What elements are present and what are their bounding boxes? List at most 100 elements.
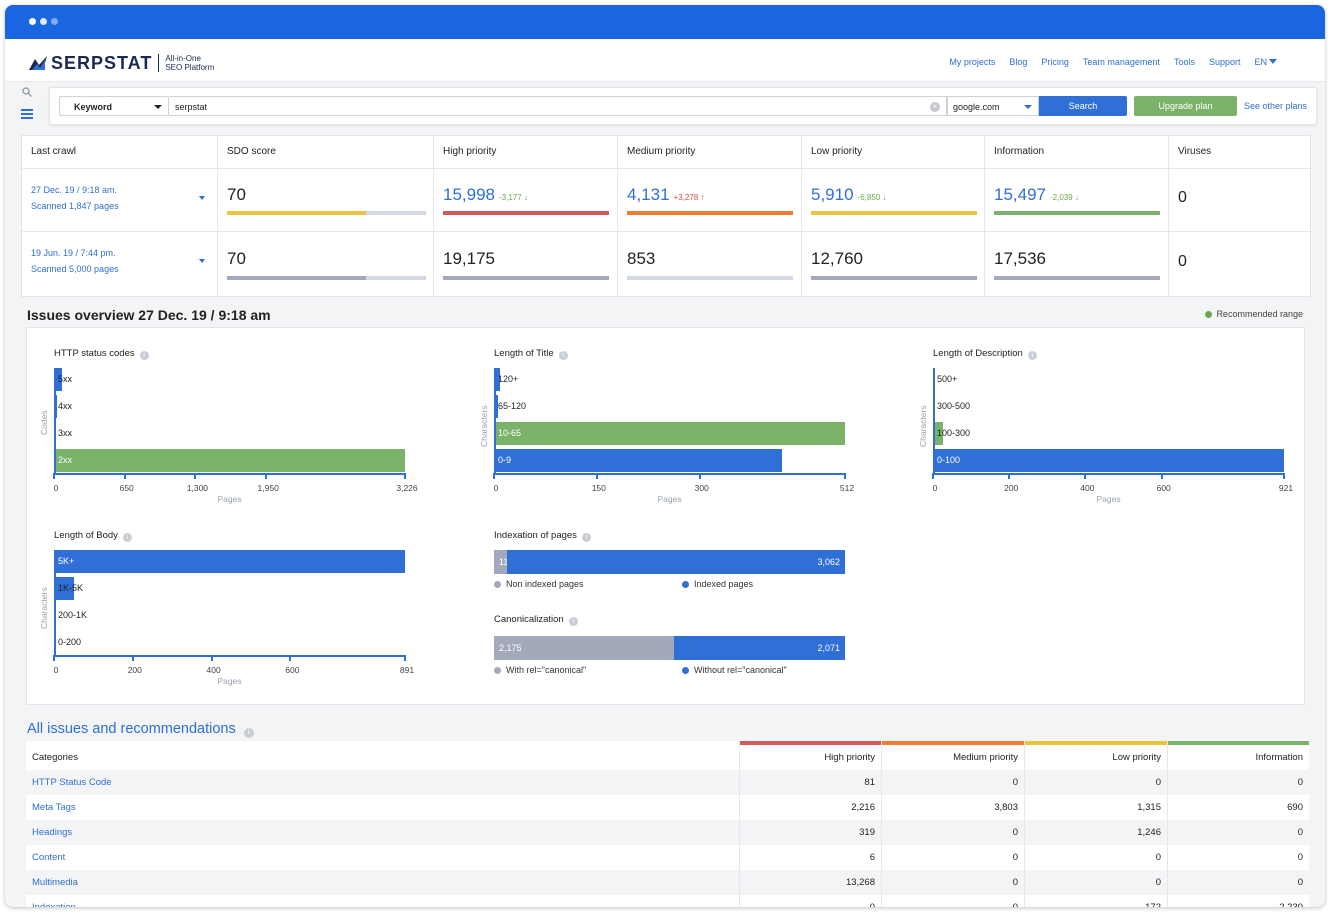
- sdo-cell: 70: [218, 168, 434, 231]
- crawl-scanned-text: Scanned 1,847 pages: [31, 201, 119, 211]
- non-indexed-bar[interactable]: 114: [494, 550, 513, 574]
- low-priority-count: 1,315: [1137, 802, 1161, 813]
- search-box: Keyword serpstat × google.com Search Upg…: [49, 87, 1317, 125]
- logo[interactable]: SERPSTAT All-in-One SEO Platform: [29, 53, 214, 73]
- chart-title-text: HTTP status codes: [54, 348, 135, 359]
- legend-label: Without rel="canonical": [694, 665, 787, 675]
- see-other-plans-link[interactable]: See other plans: [1244, 101, 1308, 111]
- medium-priority-count: 0: [1012, 877, 1018, 888]
- info-icon[interactable]: i: [139, 351, 149, 360]
- bar-65-120[interactable]: [494, 395, 499, 418]
- bar-0-9[interactable]: [494, 449, 782, 472]
- indexed-bar[interactable]: 3,062: [507, 550, 845, 574]
- bar-0-100[interactable]: [933, 449, 1284, 472]
- search-button[interactable]: Search: [1039, 96, 1127, 116]
- nav-blog[interactable]: Blog: [1009, 57, 1028, 67]
- chevron-down-icon[interactable]: [199, 259, 205, 263]
- category-link[interactable]: Headings: [32, 827, 73, 838]
- bar-5k-[interactable]: [54, 550, 405, 573]
- x-tick-label: 600: [1156, 483, 1171, 493]
- high-priority-number: 15,998: [443, 185, 495, 204]
- nav-team-management[interactable]: Team management: [1082, 57, 1160, 67]
- information-bar: [994, 276, 1160, 280]
- header-low-priority: Low priority: [802, 136, 985, 168]
- info-icon[interactable]: i: [122, 533, 132, 542]
- tagline-line: All-in-One: [165, 54, 201, 63]
- chevron-down-icon[interactable]: [199, 196, 205, 200]
- search-type-select[interactable]: Keyword: [59, 96, 169, 116]
- x-tick: [404, 655, 406, 661]
- crawl-date: 19 Jun. 19 / 7:44 pm. Scanned 5,000 pages: [22, 231, 217, 277]
- window-dot-icon[interactable]: [51, 18, 58, 25]
- bar-120-[interactable]: [494, 368, 500, 391]
- bar-100-300[interactable]: [933, 422, 943, 445]
- chart-title: HTTP status codes i: [54, 348, 149, 360]
- database-value: google.com: [953, 102, 1000, 112]
- header-high-priority: High priority: [434, 136, 618, 168]
- medium-priority-value[interactable]: 4,131 +3,278 ↑: [627, 185, 704, 205]
- x-tick: [1160, 473, 1163, 479]
- window-dot-icon[interactable]: [29, 18, 36, 25]
- crawl-date-cell[interactable]: 27 Dec. 19 / 9:18 am. Scanned 1,847 pages: [22, 168, 218, 231]
- database-select[interactable]: google.com: [947, 96, 1039, 116]
- info-icon[interactable]: i: [558, 351, 568, 360]
- low-priority-number: 5,910: [811, 185, 854, 204]
- low-priority-value[interactable]: 5,910 -6,850 ↓: [811, 185, 886, 205]
- category-link[interactable]: Multimedia: [32, 877, 78, 888]
- header-categories: Categories: [32, 752, 78, 763]
- high-priority-value[interactable]: 15,998 -3,177 ↓: [443, 185, 528, 205]
- bar-1k-5k[interactable]: [54, 577, 74, 600]
- x-tick: [131, 655, 134, 661]
- x-tick: [844, 473, 846, 479]
- nav-tools[interactable]: Tools: [1173, 57, 1195, 67]
- medium-priority-count: 0: [1012, 777, 1018, 788]
- information-value[interactable]: 15,497 -2,039 ↓: [994, 185, 1079, 205]
- category-link[interactable]: Meta Tags: [32, 802, 76, 813]
- info-icon[interactable]: i: [1027, 351, 1037, 360]
- sdo-cell: 70: [218, 231, 434, 296]
- bar-label: 1K-5K: [58, 583, 84, 593]
- chart-title: Length of Description i: [933, 348, 1037, 360]
- keyword-input[interactable]: serpstat ×: [169, 96, 947, 116]
- crawl-row: 27 Dec. 19 / 9:18 am. Scanned 1,847 pages…: [22, 168, 1310, 232]
- nav-support[interactable]: Support: [1208, 57, 1241, 67]
- x-axis: [494, 473, 845, 475]
- info-icon[interactable]: i: [568, 617, 578, 626]
- y-axis-title: Characters: [918, 405, 928, 447]
- indexation-chart: Indexation of pages i 114 3,062 Non index…: [494, 530, 854, 590]
- x-tick-label: 0: [493, 483, 499, 493]
- nav-pricing[interactable]: Pricing: [1041, 57, 1069, 67]
- medium-priority-accent: [882, 741, 1024, 745]
- without-canonical-bar[interactable]: 2,071: [673, 636, 845, 660]
- legend-dot-icon: [682, 581, 689, 588]
- window-dot-icon[interactable]: [40, 18, 47, 25]
- bar-10-65[interactable]: [494, 422, 845, 445]
- nav-my-projects[interactable]: My projects: [949, 57, 996, 67]
- clear-icon[interactable]: ×: [930, 102, 940, 112]
- medium-priority-bar: [627, 276, 793, 280]
- menu-icon[interactable]: [21, 109, 33, 119]
- category-link[interactable]: Content: [32, 852, 66, 863]
- canonicalization-chart: Canonicalization i 2,175 2,071 With rel="…: [494, 614, 854, 675]
- brand-name: SERPSTAT: [51, 52, 153, 73]
- crawl-date-cell[interactable]: 19 Jun. 19 / 7:44 pm. Scanned 5,000 pages: [22, 231, 218, 296]
- upgrade-plan-button[interactable]: Upgrade plan: [1134, 96, 1237, 116]
- crawl-row: 19 Jun. 19 / 7:44 pm. Scanned 5,000 pages…: [22, 231, 1310, 296]
- search-icon[interactable]: [22, 87, 32, 97]
- x-axis: [933, 473, 1284, 475]
- info-icon[interactable]: i: [243, 728, 254, 738]
- category-link[interactable]: Indexation: [32, 895, 76, 907]
- bar-2xx[interactable]: [54, 449, 405, 472]
- x-tick-label: 1,300: [186, 483, 209, 493]
- low-priority-cell: 5,910 -6,850 ↓: [802, 168, 985, 231]
- language-selector[interactable]: EN: [1254, 57, 1277, 67]
- high-priority-count: 2,216: [851, 802, 875, 813]
- category-link[interactable]: HTTP Status Code: [32, 777, 112, 788]
- with-canonical-bar[interactable]: 2,175: [494, 636, 674, 660]
- header-medium-priority: Medium priority: [953, 752, 1018, 763]
- bar-5xx[interactable]: [54, 368, 63, 391]
- legend-dot-icon: [1205, 311, 1213, 318]
- info-icon[interactable]: i: [581, 533, 591, 542]
- chevron-down-icon: [154, 105, 162, 109]
- medium-priority-count: 0: [1012, 852, 1018, 863]
